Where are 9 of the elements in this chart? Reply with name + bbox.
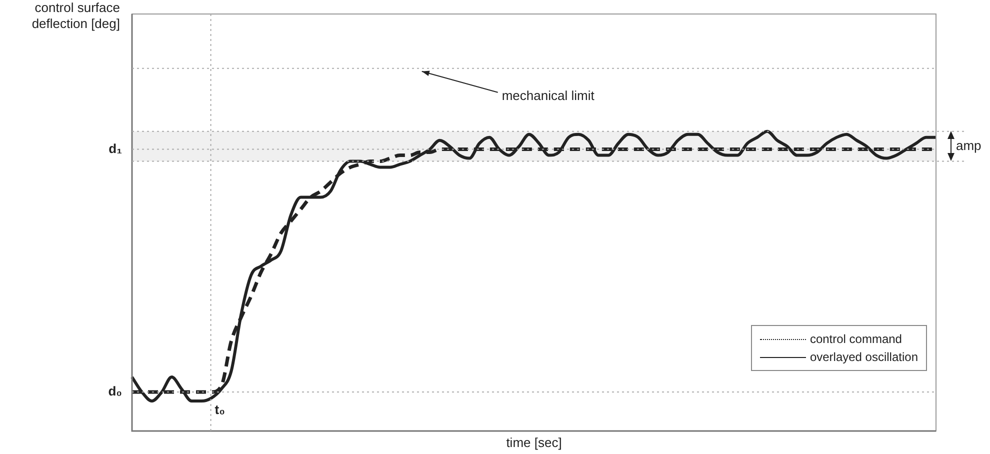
band-label: amp <box>956 138 982 153</box>
ref-line-label: mechanical limit <box>502 88 595 103</box>
annotation: t₀ <box>214 402 226 418</box>
x-axis-title: time [sec] <box>505 435 563 450</box>
legend-label: overlayed oscillation <box>810 350 918 364</box>
ref-line-label: d₁ <box>108 140 122 156</box>
text: control surface deflection [deg] <box>30 0 120 32</box>
ref-line-label: d₀ <box>108 384 122 399</box>
legend-label: control command <box>810 332 902 346</box>
